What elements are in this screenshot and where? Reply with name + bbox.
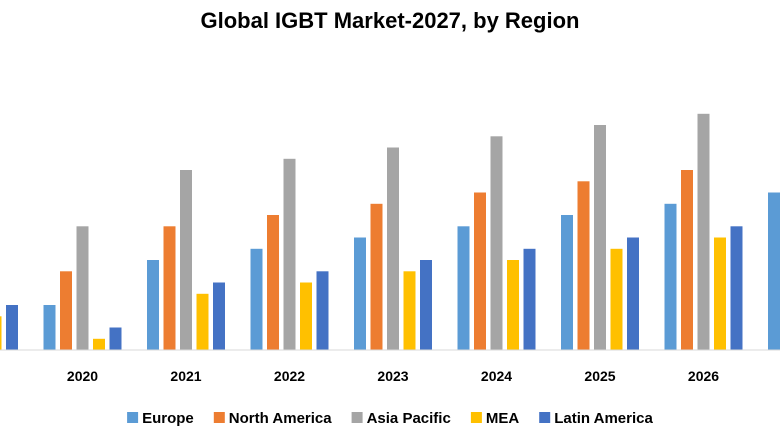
bar-asia-pacific-2026 [697, 113, 710, 351]
bar-latin-america-2024 [523, 248, 536, 351]
bar-asia-pacific-2022 [283, 158, 296, 351]
bar-asia-pacific-2020 [76, 226, 89, 351]
legend-swatch-asia-pacific [351, 412, 363, 423]
bar-europe-2025 [561, 215, 573, 350]
chart-title: Global IGBT Market-2027, by Region [201, 8, 580, 33]
legend-label-north-america: North America [229, 410, 332, 427]
bar-north-america-2021 [163, 226, 176, 351]
bar-asia-pacific-2021 [180, 170, 192, 350]
bar-europe-2020 [43, 305, 56, 350]
x-tick-label-2024: 2024 [481, 368, 512, 384]
bar-latin-america-2019 [6, 305, 18, 350]
bar-mea-2020 [93, 338, 105, 351]
legend-item-latin-america: Latin America [539, 410, 654, 427]
bar-north-america-2022 [267, 215, 279, 350]
legend-item-mea: MEA [470, 410, 520, 427]
bar-europe-2021 [147, 260, 159, 350]
bar-north-america-2023 [370, 203, 383, 351]
bar-mea-2022 [300, 282, 312, 350]
bar-mea-2021 [196, 293, 209, 351]
legend-item-asia-pacific: Asia Pacific [351, 410, 451, 427]
bar-latin-america-2021 [213, 282, 225, 350]
bar-europe-2027 [768, 192, 780, 350]
bar-mea-2025 [610, 248, 623, 351]
bar-mea-2019 [0, 316, 2, 351]
bar-asia-pacific-2024 [490, 136, 503, 351]
legend-label-asia-pacific: Asia Pacific [367, 410, 451, 427]
x-tick-label-2025: 2025 [584, 368, 615, 384]
bar-latin-america-2023 [420, 260, 432, 350]
bar-asia-pacific-2023 [387, 147, 399, 350]
legend-swatch-latin-america [539, 412, 551, 423]
x-tick-label-2020: 2020 [67, 368, 98, 384]
x-tick-label-2026: 2026 [688, 368, 719, 384]
bar-latin-america-2022 [316, 271, 329, 351]
x-tick-label-2021: 2021 [170, 368, 201, 384]
legend-swatch-europe [127, 412, 139, 423]
bar-north-america-2025 [577, 181, 590, 351]
bar-europe-2026 [664, 203, 677, 351]
bar-latin-america-2026 [730, 226, 743, 351]
legend-swatch-north-america [213, 412, 225, 423]
x-tick-label-2023: 2023 [377, 368, 408, 384]
bar-north-america-2024 [474, 192, 486, 350]
legend-swatch-mea [470, 412, 482, 423]
legend-label-europe: Europe [142, 410, 194, 427]
bar-latin-america-2025 [627, 237, 639, 350]
bar-north-america-2026 [681, 170, 693, 350]
bar-mea-2024 [507, 260, 519, 350]
legend: Europe North America Asia Pacific MEA Latin … [127, 410, 654, 427]
legend-item-europe: Europe [127, 410, 194, 427]
legend-label-latin-america: Latin America [554, 410, 653, 427]
bar-mea-2026 [714, 237, 726, 350]
bar-europe-2023 [354, 237, 366, 350]
bar-asia-pacific-2025 [594, 125, 606, 350]
bar-latin-america-2020 [109, 327, 122, 350]
bars-group [0, 113, 780, 351]
bar-europe-2024 [457, 226, 470, 351]
x-tick-label-2022: 2022 [274, 368, 305, 384]
x-tick-labels: 2020 2021 2022 2023 2024 2025 2026 [67, 368, 719, 384]
legend-item-north-america: North America [213, 410, 332, 427]
legend-label-mea: MEA [486, 410, 520, 427]
bar-north-america-2020 [60, 271, 72, 351]
bar-mea-2023 [403, 271, 416, 351]
bar-europe-2022 [250, 248, 263, 351]
